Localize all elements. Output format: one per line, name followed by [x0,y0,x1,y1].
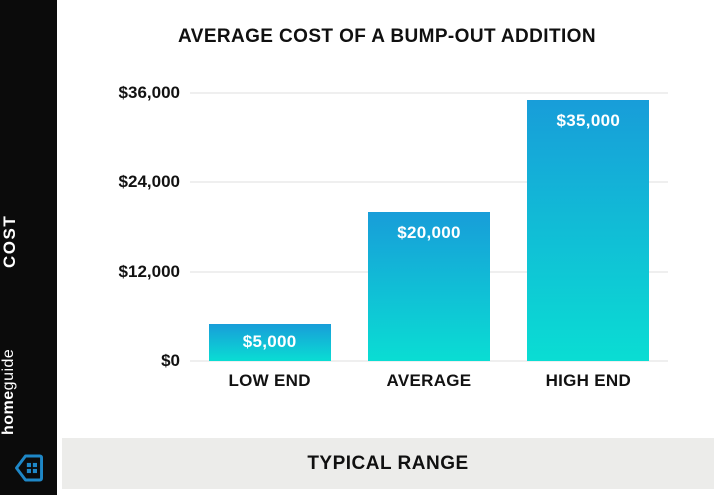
bar-value-label: $5,000 [242,332,297,352]
bar-low-end: $5,000 [208,323,331,361]
chart-title: AVERAGE COST OF A BUMP-OUT ADDITION [178,26,596,47]
x-tick-label: LOW END [228,371,311,390]
y-tick-label: $0 [161,351,180,370]
sidebar: COST homeguide [0,0,57,495]
x-tick-label: HIGH END [545,371,632,390]
x-tick-label: AVERAGE [386,371,472,390]
gridline [190,360,668,362]
homeguide-house-icon [13,452,45,484]
bar-value-label: $20,000 [397,223,461,243]
bar-high-end: $35,000 [527,100,650,361]
x-axis-group-title: TYPICAL RANGE [307,452,469,474]
y-tick-label: $12,000 [118,261,180,281]
gridline [190,92,668,94]
bar-average: $20,000 [368,212,490,361]
footer-band: TYPICAL RANGE [62,438,714,489]
y-tick-label: $36,000 [118,83,180,102]
y-tick-label: $24,000 [118,172,180,192]
bar-value-label: $35,000 [556,111,621,131]
gridline [190,181,668,184]
